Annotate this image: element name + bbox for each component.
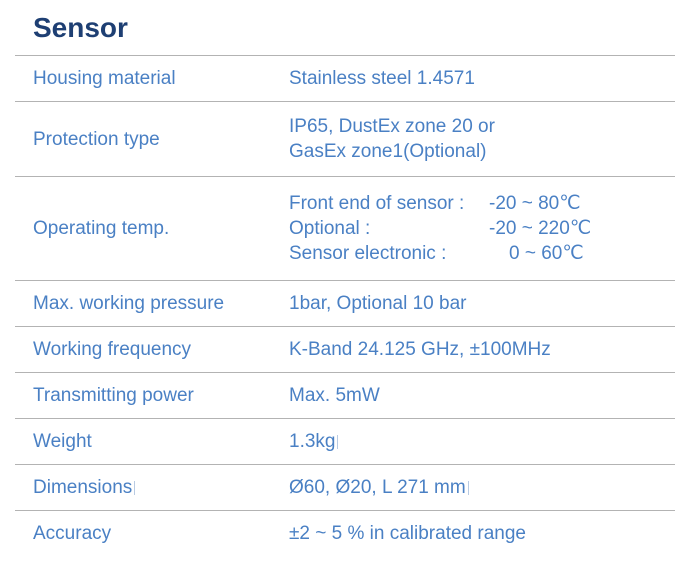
row-value: Max. 5mW [289,385,380,406]
divider [15,326,675,327]
row-housing-material: Housing material Stainless steel 1.4571 [15,56,675,101]
value-line: IP65, DustEx zone 20 or [289,116,495,137]
divider [15,510,675,511]
row-accuracy: Accuracy ±2 ~ 5 % in calibrated range [15,511,675,556]
row-transmitting-power: Transmitting power Max. 5mW [15,373,675,418]
text-cursor-mark [337,435,339,449]
row-label: Accuracy [33,523,112,544]
divider [15,101,675,102]
row-operating-temp: Operating temp. Front end of sensor : -20… [15,177,675,280]
row-max-pressure: Max. working pressure 1bar, Optional 10 … [15,281,675,326]
row-label: Protection type [33,128,160,150]
temp-key: Front end of sensor : [289,193,465,214]
row-working-frequency: Working frequency K-Band 24.125 GHz, ±10… [15,327,675,372]
row-label: Max. working pressure [33,293,225,314]
row-value-wrap: 1.3kg [289,429,339,454]
temp-line: Optional : -20 ~ 220℃ [289,216,591,241]
temp-value: -20 ~ 220℃ [489,218,592,239]
row-protection-type: Protection type IP65, DustEx zone 20 or … [15,102,675,176]
row-value: K-Band 24.125 GHz, ±100MHz [289,339,551,360]
divider [15,372,675,373]
divider [15,176,675,177]
row-value: 1.3kg [289,431,336,452]
divider [15,280,675,281]
row-value: Ø60, Ø20, L 271 mm [289,477,466,498]
row-value: Stainless steel 1.4571 [289,68,475,89]
text-cursor-mark [467,481,469,495]
temp-value: -20 ~ 80℃ [489,193,581,214]
divider [15,55,675,56]
row-value-wrap: Ø60, Ø20, L 271 mm [289,475,469,500]
text-cursor-mark [134,481,136,495]
row-value: IP65, DustEx zone 20 or GasEx zone1(Opti… [289,114,495,164]
row-label: Housing material [33,68,176,89]
row-label: Working frequency [33,339,192,360]
row-label: Dimensions [33,477,133,498]
row-value: Front end of sensor : -20 ~ 80℃ Optional … [289,191,591,266]
row-weight: Weight 1.3kg [15,419,675,464]
section-title: Sensor [33,12,128,43]
row-value: 1bar, Optional 10 bar [289,293,467,314]
row-label: Transmitting power [33,385,194,406]
divider [15,464,675,465]
divider [15,418,675,419]
row-value: ±2 ~ 5 % in calibrated range [289,523,526,544]
row-label-wrap: Dimensions [33,475,136,500]
row-dimensions: Dimensions Ø60, Ø20, L 271 mm [15,465,675,510]
row-label: Operating temp. [33,218,170,239]
temp-line: Sensor electronic : 0 ~ 60℃ [289,241,591,266]
value-line: GasEx zone1(Optional) [289,141,487,162]
row-label: Weight [33,431,92,452]
temp-key: Sensor electronic : [289,243,447,264]
temp-key: Optional : [289,218,371,239]
temp-line: Front end of sensor : -20 ~ 80℃ [289,191,591,216]
temp-value: 0 ~ 60℃ [509,243,584,264]
